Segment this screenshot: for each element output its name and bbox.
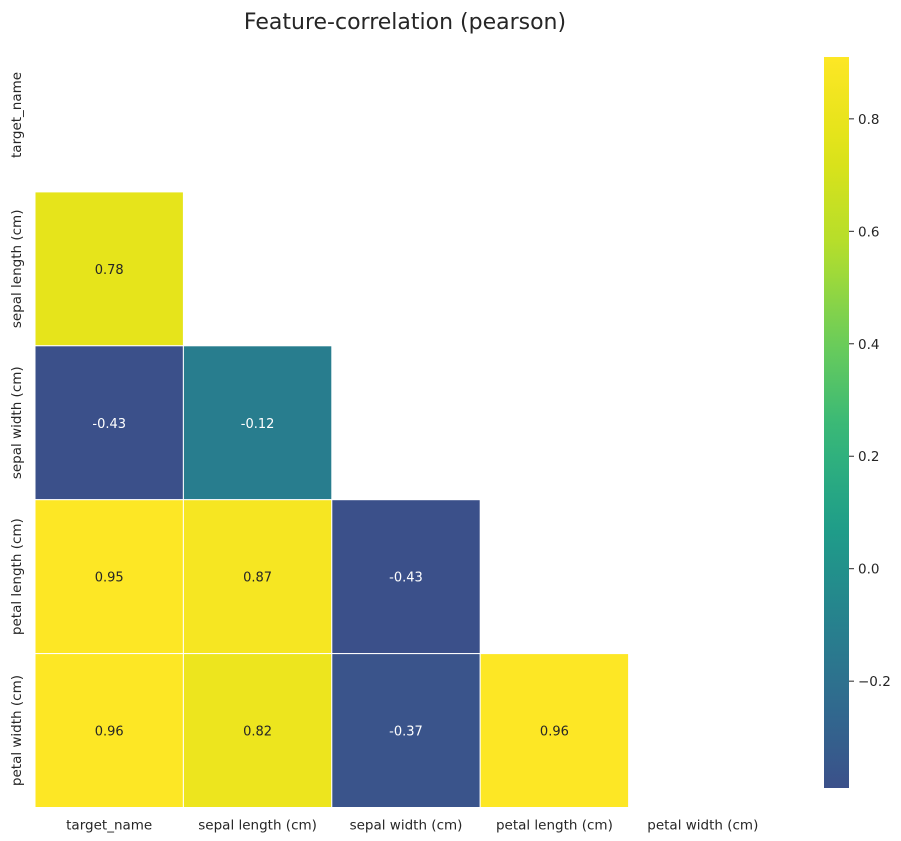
heatmap-cell-rect	[182, 653, 333, 808]
heatmap-cell-value-label: -0.37	[389, 725, 423, 740]
x-tick-label-petal-length-cm: petal length (cm)	[496, 818, 613, 834]
heatmap-cell-sepal-length-cm-target-name: 0.78	[34, 191, 184, 347]
x-tick-label-sepal-width-cm: sepal width (cm)	[350, 818, 463, 834]
heatmap-cell-petal-length-cm-sepal-width-cm: -0.43	[331, 499, 481, 655]
heatmap-cell-rect	[34, 499, 184, 655]
colorbar-tick-label: 0.8	[858, 112, 879, 128]
heatmap-cell-rect	[34, 653, 184, 808]
heatmap-cell-rect	[331, 499, 481, 655]
y-tick-label-target-name: target_name	[9, 72, 25, 158]
heatmap-cell-value-label: 0.96	[95, 725, 124, 740]
heatmap-cell-value-label: 0.87	[243, 571, 272, 586]
colorbar-tick-label: 0.2	[858, 449, 879, 465]
y-tick-label-sepal-width-cm: sepal width (cm)	[9, 366, 25, 479]
colorbar-tick-label: 0.6	[858, 224, 879, 240]
chart-title: Feature-correlation (pearson)	[244, 10, 566, 35]
heatmap-cell-rect	[479, 653, 630, 808]
heatmap-cell-rect	[331, 653, 481, 808]
colorbar-tick-label: 0.0	[858, 562, 879, 578]
heatmap-cell-petal-width-cm-sepal-width-cm: -0.37	[331, 653, 481, 808]
heatmap-cell-value-label: 0.78	[95, 263, 124, 278]
colorbar: −0.2 0.0 0.2 0.4 0.6 0.8	[824, 57, 891, 788]
colorbar-tick-label: 0.4	[858, 337, 879, 353]
heatmap-cell-petal-length-cm-target-name: 0.95	[34, 499, 184, 655]
y-tick-label-petal-width-cm: petal width (cm)	[9, 675, 25, 786]
heatmap-cell-rect	[182, 499, 333, 655]
heatmap-cell-rect	[182, 345, 333, 501]
heatmap-cell-rect	[34, 345, 184, 501]
y-tick-label-sepal-length-cm: sepal length (cm)	[9, 210, 25, 329]
heatmap-cell-petal-width-cm-target-name: 0.96	[34, 653, 184, 808]
heatmap-cell-petal-width-cm-petal-length-cm: 0.96	[479, 653, 630, 808]
heatmap-cell-value-label: -0.12	[241, 417, 275, 432]
heatmap-cell-value-label: -0.43	[389, 571, 423, 586]
x-tick-label-petal-width-cm: petal width (cm)	[647, 818, 758, 834]
heatmap-cell-sepal-width-cm-target-name: -0.43	[34, 345, 184, 501]
x-tick-label-target-name: target_name	[66, 818, 152, 834]
colorbar-tick-label: −0.2	[858, 674, 891, 690]
y-tick-label-petal-length-cm: petal length (cm)	[9, 518, 25, 635]
heatmap-cell-value-label: 0.82	[243, 725, 272, 740]
heatmap-cell-value-label: 0.96	[540, 725, 569, 740]
heatmap-cell-value-label: 0.95	[95, 571, 124, 586]
heatmap-cell-petal-width-cm-sepal-length-cm: 0.82	[182, 653, 333, 808]
heatmap-cells: 0.78 -0.43 -0.12 0.95 0.87 -0.43 0.96 0.82 -0.37…	[34, 191, 630, 808]
heatmap-cell-rect	[34, 191, 184, 347]
colorbar-gradient	[824, 57, 849, 788]
heatmap-cell-petal-length-cm-sepal-length-cm: 0.87	[182, 499, 333, 655]
x-axis-tick-labels: target_name sepal length (cm) sepal width …	[66, 818, 758, 834]
heatmap-cell-sepal-width-cm-sepal-length-cm: -0.12	[182, 345, 333, 501]
x-tick-label-sepal-length-cm: sepal length (cm)	[198, 818, 317, 834]
heatmap-cell-value-label: -0.43	[92, 417, 126, 432]
